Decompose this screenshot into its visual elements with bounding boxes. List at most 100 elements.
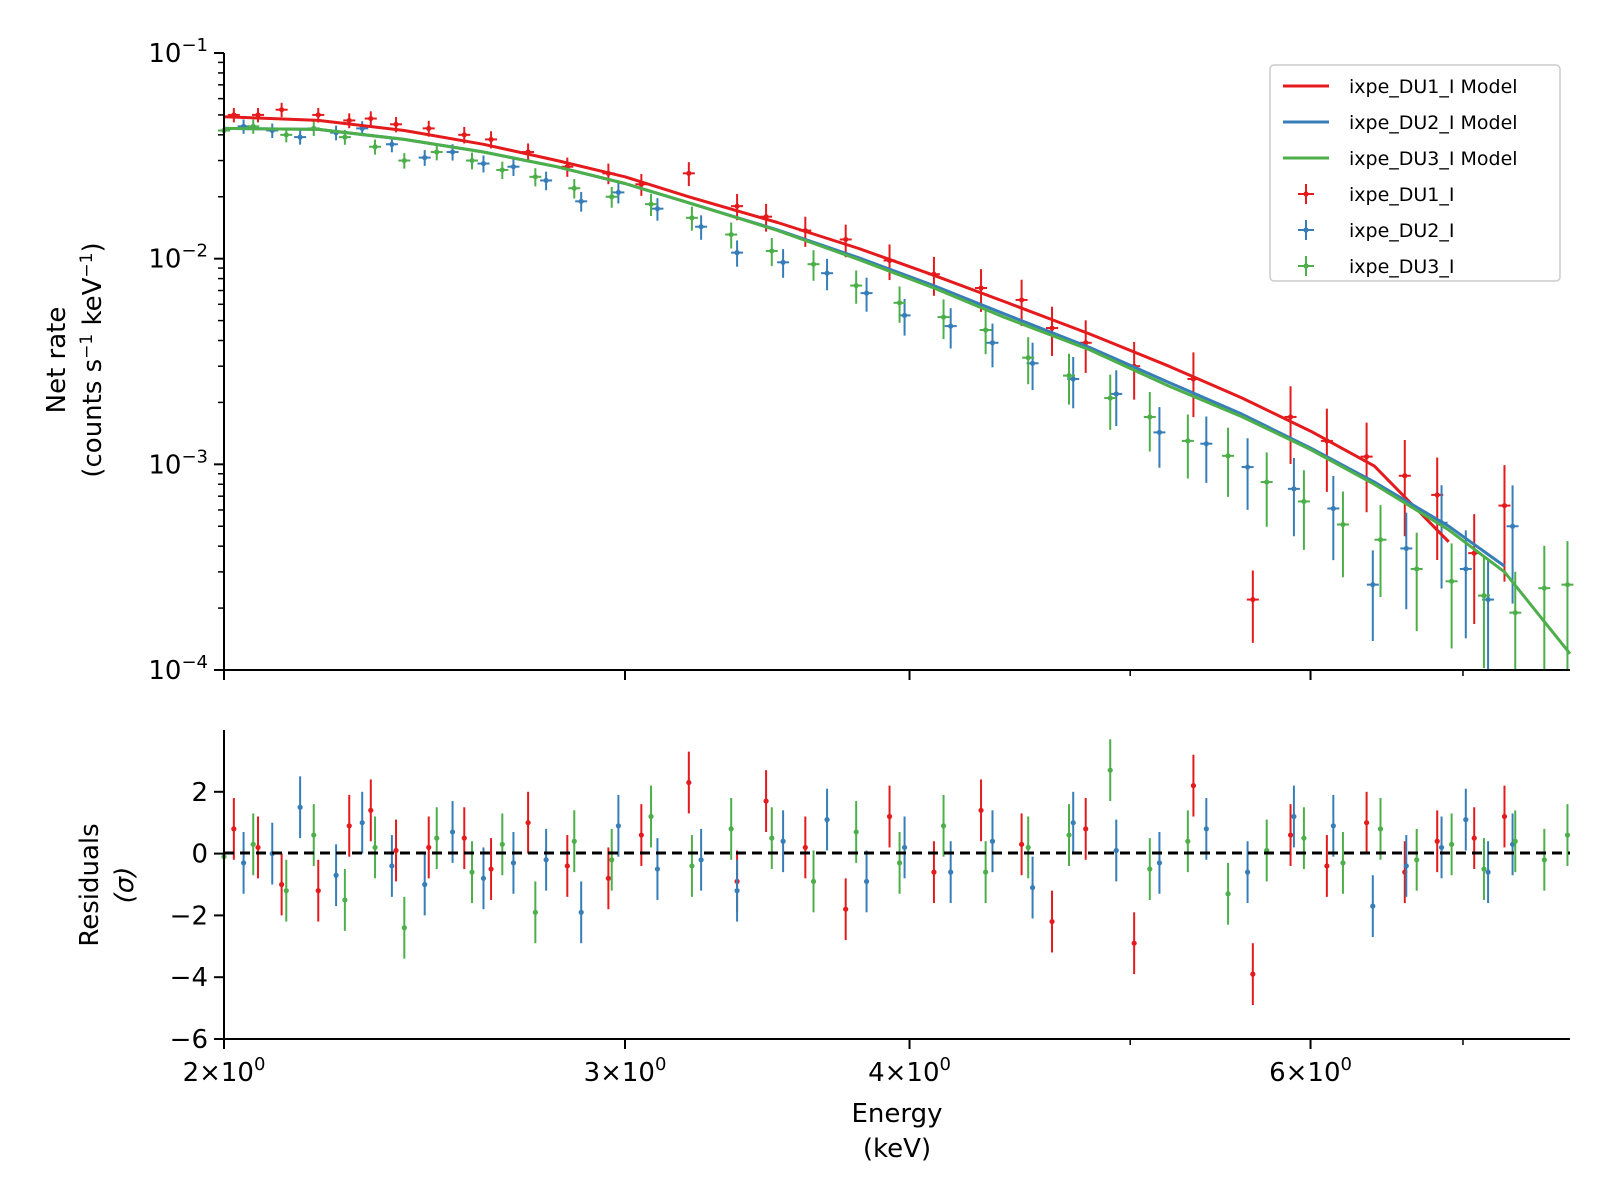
top-y-tick-label: 10−2 xyxy=(148,241,208,275)
top-data-point xyxy=(1015,279,1028,327)
top-data-point xyxy=(1222,427,1235,497)
top-data-point xyxy=(1410,532,1423,632)
top-data-point xyxy=(343,113,356,129)
residual-point xyxy=(1025,816,1031,879)
model-line xyxy=(223,126,1572,655)
spectrum-panel: 10−1 10−2 10−3 10−4 Net rate (counts s−1 ke… xyxy=(42,35,1574,686)
residual-point xyxy=(1203,797,1209,860)
top-data-point xyxy=(294,130,307,145)
top-data-point xyxy=(1360,422,1373,513)
top-data-point xyxy=(605,186,618,208)
residual-point xyxy=(609,828,615,891)
residual-point xyxy=(426,816,432,879)
residual-point xyxy=(1147,838,1153,900)
top-data-point xyxy=(893,286,906,323)
bottom-x-tick-label: 2×100 xyxy=(183,1054,266,1088)
legend-label: ixpe_DU1_I Model xyxy=(1349,76,1518,98)
model-line xyxy=(223,115,1450,543)
residual-point xyxy=(763,770,769,832)
top-data-point xyxy=(1498,465,1511,582)
residual-point xyxy=(1185,810,1191,873)
residual-point xyxy=(1512,810,1518,873)
legend-frame xyxy=(1269,64,1561,282)
residual-point xyxy=(578,881,584,944)
top-data-point xyxy=(612,182,625,204)
top-data-point xyxy=(338,130,351,145)
top-data-point xyxy=(252,108,265,123)
residual-point xyxy=(315,859,321,922)
residual-point xyxy=(886,785,893,848)
residual-point xyxy=(1481,838,1487,900)
residual-point xyxy=(532,881,538,944)
bottom-y-tick-label: −4 xyxy=(170,963,208,993)
residual-point xyxy=(638,804,644,866)
top-data-point xyxy=(1366,550,1379,642)
top-data-point xyxy=(1374,505,1387,598)
bottom-y-tick-label: −6 xyxy=(170,1025,208,1055)
top-data-point xyxy=(390,116,403,133)
top-data-point xyxy=(1297,470,1310,550)
residual-point xyxy=(810,850,817,913)
legend-label: ixpe_DU3_I Model xyxy=(1349,148,1518,170)
legend-entry: ixpe_DU2_I xyxy=(1298,220,1455,242)
residual-point xyxy=(1287,804,1294,866)
bottom-x-tick-label: 6×100 xyxy=(1269,1054,1352,1088)
residual-point xyxy=(499,813,505,876)
residual-point xyxy=(1250,943,1256,1006)
residual-point xyxy=(393,819,399,882)
top-data-point xyxy=(1143,392,1156,452)
residuals-panel: 20−2−4−6 2×100 3×100 4×100 6×100 Residuals … xyxy=(75,730,1571,1164)
top-y-ticks: 10−1 10−2 10−3 10−4 xyxy=(148,35,224,686)
residual-point xyxy=(1244,841,1251,904)
residual-point xyxy=(564,835,570,897)
residual-point xyxy=(843,878,849,941)
residual-point xyxy=(434,807,440,870)
residual-point xyxy=(1564,804,1571,866)
top-data-point xyxy=(850,270,863,304)
bottom-x-tick-label: 4×100 xyxy=(868,1054,951,1088)
residual-point xyxy=(1107,739,1113,802)
legend-entry: ixpe_DU1_I Model xyxy=(1283,76,1518,98)
top-data-point xyxy=(275,102,288,118)
residual-point xyxy=(1029,856,1036,919)
bottom-ylabel-line1: Residuals xyxy=(75,823,105,946)
legend-entry: ixpe_DU3_I Model xyxy=(1283,148,1518,170)
top-data-point xyxy=(725,222,738,249)
top-y-tick-label: 10−1 xyxy=(148,35,208,69)
residual-point xyxy=(769,807,775,870)
top-data-point xyxy=(529,168,542,187)
top-data-point xyxy=(496,161,509,180)
top-data-point xyxy=(1398,439,1411,537)
residual-point xyxy=(372,816,378,879)
residual-point xyxy=(543,828,549,891)
top-data-point xyxy=(1336,491,1349,578)
top-data-point xyxy=(685,206,698,231)
residual-point xyxy=(359,791,365,854)
residual-point xyxy=(1414,828,1420,891)
top-data-point xyxy=(860,277,873,312)
residual-point xyxy=(1301,807,1307,870)
residual-point xyxy=(240,831,247,894)
xlabel-line2: (keV) xyxy=(863,1134,931,1164)
bottom-ylabel-line2: (σ) xyxy=(110,867,140,904)
top-data-point xyxy=(1477,556,1490,669)
residual-point xyxy=(824,788,830,851)
residual-point xyxy=(389,835,395,897)
residual-point xyxy=(571,810,577,873)
residual-point xyxy=(1190,754,1197,817)
residual-point xyxy=(525,791,531,854)
top-data-point xyxy=(1538,545,1551,670)
top-data-point xyxy=(1246,570,1259,643)
top-data-point xyxy=(1284,386,1297,465)
residual-point xyxy=(1066,804,1072,866)
top-data-point xyxy=(979,310,992,355)
top-model-layer xyxy=(223,115,1572,655)
residual-data-layer xyxy=(221,739,1571,1006)
top-y-tick-label: 10−3 xyxy=(148,446,208,480)
top-data-point xyxy=(1287,458,1300,537)
top-data-point xyxy=(731,240,744,267)
top-data-point xyxy=(944,308,957,349)
residual-point xyxy=(1324,835,1330,897)
top-data-point xyxy=(765,238,778,267)
